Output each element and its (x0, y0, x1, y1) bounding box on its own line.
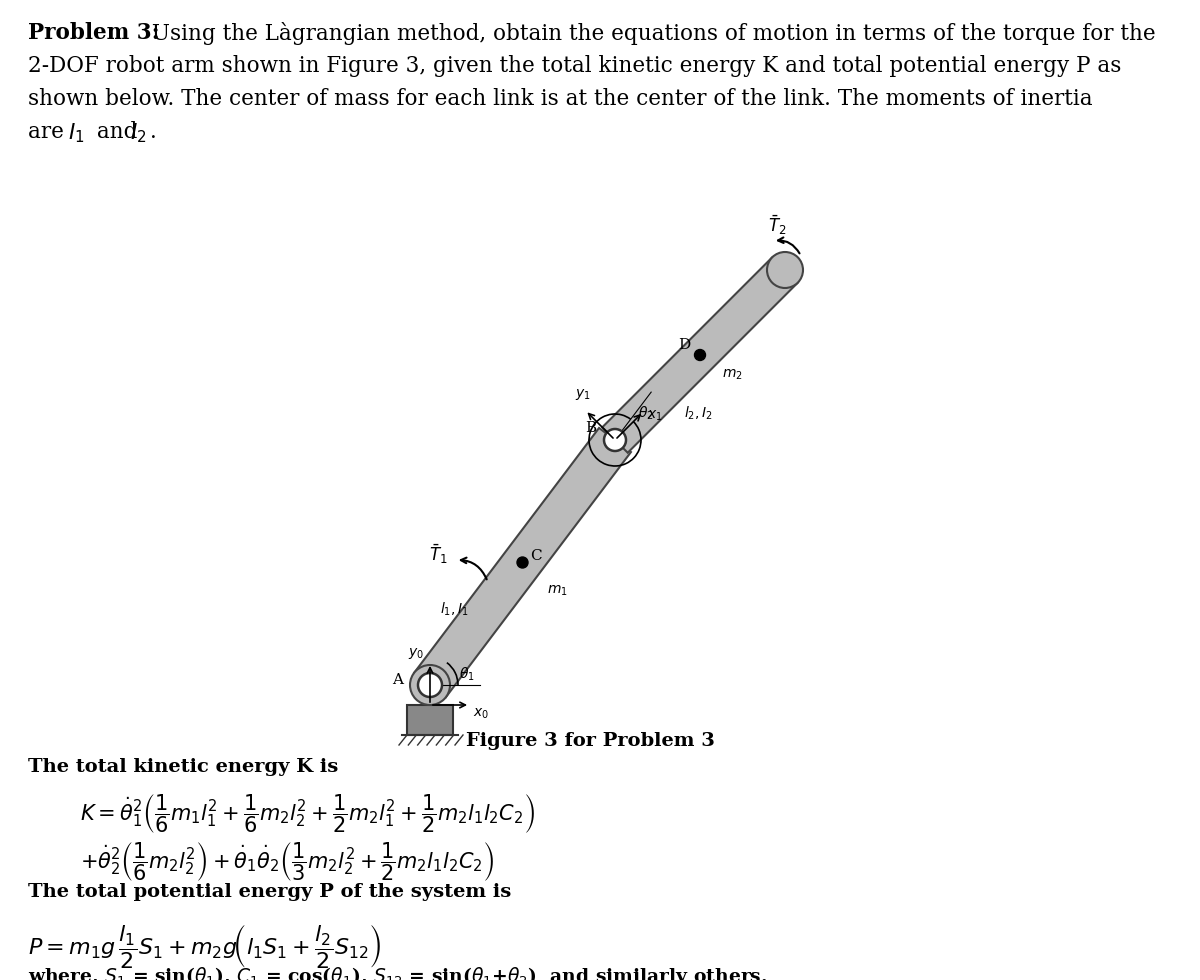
Text: $P = m_1 g\,\dfrac{l_1}{2}S_1 + m_2 g\!\left(l_1 S_1 + \dfrac{l_2}{2}S_{12}\righ: $P = m_1 g\,\dfrac{l_1}{2}S_1 + m_2 g\!\… (28, 922, 382, 970)
Polygon shape (602, 258, 798, 453)
Circle shape (695, 350, 706, 361)
Circle shape (517, 557, 528, 568)
Text: The total potential energy P of the system is: The total potential energy P of the syst… (28, 883, 511, 901)
Text: $I_1$: $I_1$ (68, 121, 84, 145)
Text: $K = \dot{\theta}_1^2 \left(\dfrac{1}{6}m_1l_1^2 + \dfrac{1}{6}m_2l_2^2 + \dfrac: $K = \dot{\theta}_1^2 \left(\dfrac{1}{6}… (80, 792, 535, 835)
Text: .: . (150, 121, 157, 143)
Text: A: A (392, 673, 403, 687)
Text: 2-DOF robot arm shown in Figure 3, given the total kinetic energy K and total po: 2-DOF robot arm shown in Figure 3, given… (28, 55, 1121, 77)
Text: The total kinetic energy K is: The total kinetic energy K is (28, 758, 338, 776)
Circle shape (410, 665, 450, 705)
Text: $\theta_1$: $\theta_1$ (458, 666, 474, 683)
Text: $m_1$: $m_1$ (547, 583, 568, 598)
Text: $+ \dot{\theta}_2^2 \left(\dfrac{1}{6}m_2l_2^2\right) + \dot{\theta}_1\dot{\thet: $+ \dot{\theta}_2^2 \left(\dfrac{1}{6}m_… (80, 840, 494, 883)
Text: and: and (90, 121, 144, 143)
Text: $x_1$: $x_1$ (647, 409, 664, 423)
Text: C: C (530, 550, 542, 564)
Text: B: B (586, 421, 596, 435)
Text: Using the Làgrangian method, obtain the equations of motion in terms of the torq: Using the Làgrangian method, obtain the … (145, 22, 1156, 45)
Circle shape (767, 252, 803, 288)
Text: where, $S_1$ = sin($\theta_1$), $C_1$ = cos($\theta_1$), $S_{12}$ = sin($\theta_: where, $S_1$ = sin($\theta_1$), $C_1$ = … (28, 965, 768, 980)
Text: $\theta_2$: $\theta_2$ (638, 405, 654, 422)
Text: D: D (678, 338, 690, 352)
Text: $x_0$: $x_0$ (473, 707, 490, 721)
Circle shape (418, 673, 442, 697)
Text: Figure 3 for Problem 3: Figure 3 for Problem 3 (466, 732, 714, 750)
Text: $l_2, I_2$: $l_2, I_2$ (684, 405, 713, 422)
Text: $y_0$: $y_0$ (408, 646, 424, 661)
Text: $I_2$: $I_2$ (130, 121, 146, 145)
Bar (407, 705, 454, 735)
Text: $\bar{T}_1$: $\bar{T}_1$ (428, 542, 448, 565)
Text: $\bar{T}_2$: $\bar{T}_2$ (768, 213, 786, 236)
Text: Problem 3:: Problem 3: (28, 22, 160, 44)
Circle shape (604, 429, 626, 451)
Text: shown below. The center of mass for each link is at the center of the link. The : shown below. The center of mass for each… (28, 88, 1093, 110)
Polygon shape (414, 428, 631, 697)
Text: are: are (28, 121, 71, 143)
Text: $m_2$: $m_2$ (721, 368, 743, 382)
Text: $l_1, I_1$: $l_1, I_1$ (440, 601, 469, 617)
Text: $y_1$: $y_1$ (575, 387, 592, 403)
